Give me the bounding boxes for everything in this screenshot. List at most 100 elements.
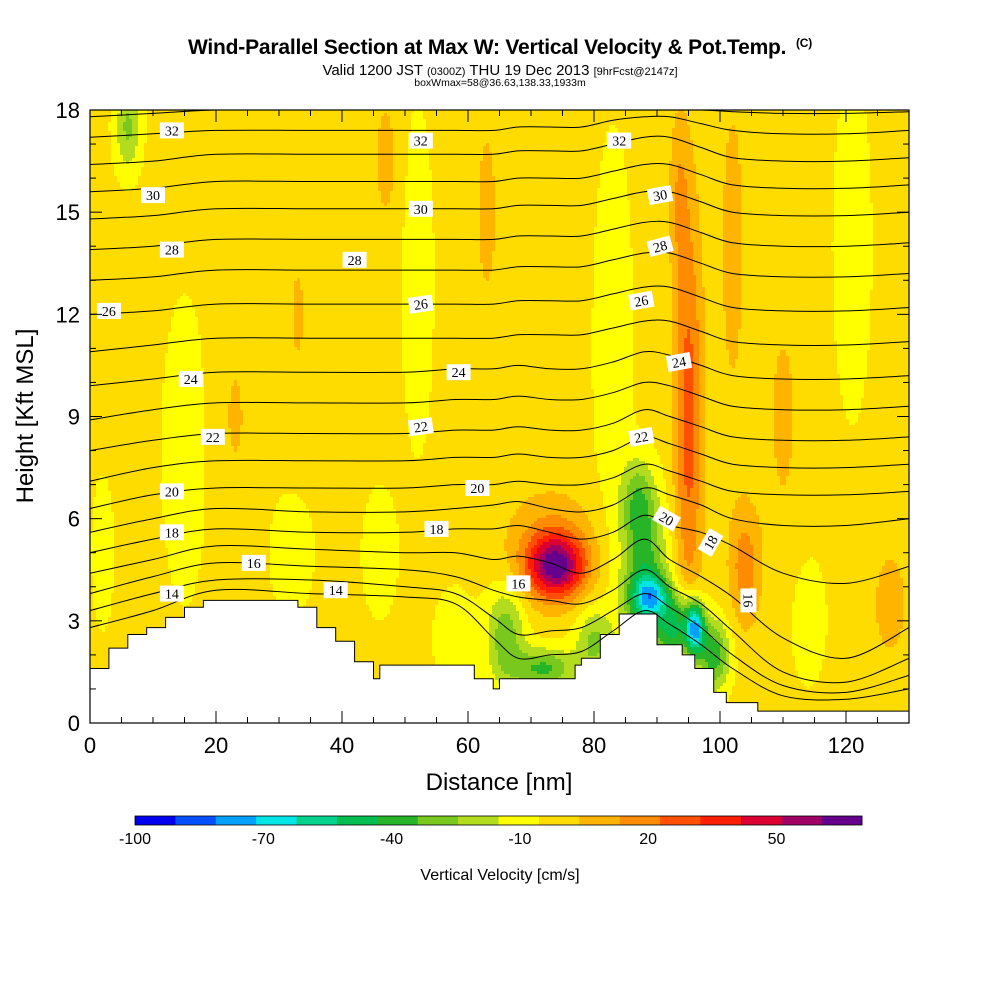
velocity-cell (642, 149, 645, 152)
velocity-cell (753, 140, 756, 143)
velocity-cell (207, 131, 210, 134)
velocity-cell (219, 155, 222, 158)
velocity-cell (93, 152, 96, 155)
velocity-cell (453, 146, 456, 149)
velocity-cell (819, 137, 822, 140)
velocity-cell (99, 128, 102, 131)
velocity-cell (132, 155, 135, 158)
velocity-cell (717, 140, 720, 143)
velocity-cell (813, 158, 816, 161)
velocity-cell (894, 161, 897, 164)
velocity-cell (606, 128, 609, 131)
velocity-cell (258, 113, 261, 116)
velocity-cell (375, 116, 378, 119)
velocity-cell (96, 143, 99, 146)
velocity-cell (402, 149, 405, 152)
velocity-cell (555, 146, 558, 149)
velocity-cell (507, 134, 510, 137)
velocity-cell (708, 152, 711, 155)
velocity-cell (240, 164, 243, 167)
velocity-cell (141, 155, 144, 158)
velocity-cell (516, 155, 519, 158)
velocity-cell (300, 152, 303, 155)
velocity-cell (879, 119, 882, 122)
velocity-cell (450, 158, 453, 161)
velocity-cell (204, 122, 207, 125)
velocity-cell (153, 128, 156, 131)
velocity-cell (123, 164, 126, 167)
velocity-cell (456, 122, 459, 125)
velocity-cell (597, 128, 600, 131)
velocity-cell (474, 122, 477, 125)
velocity-cell (870, 128, 873, 131)
velocity-cell (357, 155, 360, 158)
velocity-cell (186, 146, 189, 149)
velocity-cell (612, 116, 615, 119)
velocity-cell (690, 113, 693, 116)
velocity-cell (324, 152, 327, 155)
velocity-cell (630, 113, 633, 116)
velocity-cell (132, 116, 135, 119)
velocity-cell (432, 155, 435, 158)
velocity-cell (723, 125, 726, 128)
velocity-cell (744, 143, 747, 146)
velocity-cell (891, 125, 894, 128)
velocity-cell (897, 140, 900, 143)
velocity-cell (450, 131, 453, 134)
velocity-cell (291, 128, 294, 131)
velocity-cell (264, 158, 267, 161)
velocity-cell (432, 113, 435, 116)
velocity-cell (111, 140, 114, 143)
velocity-cell (873, 155, 876, 158)
velocity-cell (141, 146, 144, 149)
velocity-cell (549, 134, 552, 137)
velocity-cell (510, 119, 513, 122)
velocity-cell (99, 140, 102, 143)
velocity-cell (660, 119, 663, 122)
velocity-cell (465, 146, 468, 149)
velocity-cell (111, 143, 114, 146)
velocity-cell (255, 146, 258, 149)
velocity-cell (447, 122, 450, 125)
velocity-cell (876, 119, 879, 122)
velocity-cell (201, 149, 204, 152)
velocity-cell (513, 152, 516, 155)
velocity-cell (297, 140, 300, 143)
velocity-cell (531, 152, 534, 155)
velocity-cell (597, 143, 600, 146)
velocity-cell (135, 128, 138, 131)
velocity-cell (684, 125, 687, 128)
velocity-cell (624, 122, 627, 125)
velocity-cell (891, 149, 894, 152)
velocity-cell (834, 116, 837, 119)
velocity-cell (474, 113, 477, 116)
velocity-cell (462, 137, 465, 140)
velocity-cell (324, 161, 327, 164)
velocity-cell (279, 119, 282, 122)
velocity-cell (747, 152, 750, 155)
velocity-cell (384, 137, 387, 140)
velocity-cell (777, 116, 780, 119)
velocity-cell (474, 140, 477, 143)
velocity-cell (339, 131, 342, 134)
velocity-cell (408, 152, 411, 155)
velocity-cell (657, 146, 660, 149)
velocity-cell (258, 143, 261, 146)
velocity-cell (381, 137, 384, 140)
velocity-cell (201, 143, 204, 146)
velocity-cell (801, 137, 804, 140)
velocity-cell (843, 146, 846, 149)
velocity-cell (324, 116, 327, 119)
velocity-cell (642, 113, 645, 116)
velocity-cell (612, 155, 615, 158)
velocity-cell (597, 134, 600, 137)
velocity-cell (564, 113, 567, 116)
velocity-cell (615, 125, 618, 128)
velocity-cell (657, 119, 660, 122)
velocity-cell (573, 149, 576, 152)
velocity-cell (438, 146, 441, 149)
velocity-cell (396, 113, 399, 116)
velocity-cell (882, 143, 885, 146)
velocity-cell (441, 125, 444, 128)
velocity-cell (531, 122, 534, 125)
